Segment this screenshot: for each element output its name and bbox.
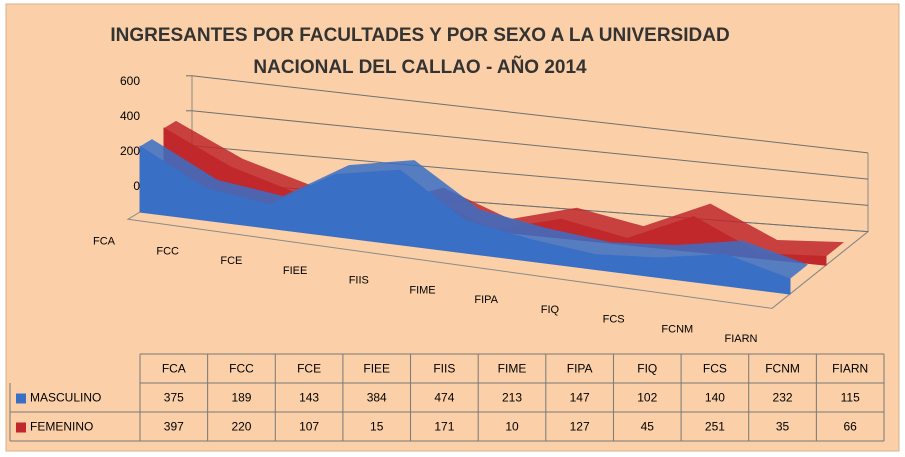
- y-tick-label: 200: [120, 144, 140, 158]
- table-header: FCA: [162, 362, 186, 376]
- legend-swatch: [16, 393, 26, 404]
- x-tick-label: FIME: [409, 284, 435, 296]
- table-cell: 35: [776, 420, 790, 434]
- x-tick-label: FIEE: [283, 265, 307, 277]
- y-tick-label: 600: [120, 74, 140, 88]
- x-tick-label: FCS: [603, 314, 625, 326]
- table-header: FCS: [703, 362, 727, 376]
- table-header: FIIS: [433, 362, 455, 376]
- table-cell: 220: [231, 420, 251, 434]
- table-cell: 115: [841, 391, 860, 405]
- table-cell: 232: [773, 391, 793, 405]
- table-cell: 384: [367, 391, 387, 405]
- table-header: FIARN: [832, 362, 868, 376]
- chart-title: NACIONAL DEL CALLAO - AÑO 2014: [253, 56, 587, 78]
- x-tick-label: FCE: [220, 255, 242, 267]
- table-header: FIME: [498, 362, 527, 376]
- table-cell: 171: [434, 420, 454, 434]
- table-header: FCC: [229, 362, 254, 376]
- x-tick-label: FIQ: [541, 304, 560, 316]
- x-tick-label: FCA: [93, 236, 116, 248]
- table-header: FIEE: [363, 362, 390, 376]
- table-cell: 45: [641, 420, 655, 434]
- table-header: FIQ: [637, 362, 657, 376]
- x-tick-label: FCNM: [661, 323, 693, 335]
- table-cell: 140: [705, 391, 725, 405]
- table-cell: 213: [502, 391, 522, 405]
- legend-label: MASCULINO: [30, 391, 101, 405]
- table-cell: 107: [299, 420, 319, 434]
- table-cell: 397: [164, 420, 184, 434]
- y-tick-label: 0: [133, 179, 140, 193]
- table-header: FCE: [297, 362, 321, 376]
- grid-line: [191, 110, 869, 180]
- legend-swatch: [16, 422, 26, 433]
- grid-line: [191, 75, 869, 154]
- table-cell: 251: [705, 420, 725, 434]
- table-cell: 147: [570, 391, 590, 405]
- area: [139, 145, 791, 295]
- table-cell: 15: [370, 420, 384, 434]
- table-cell: 66: [844, 420, 858, 434]
- grid-line: [191, 145, 869, 206]
- area-depth: [140, 139, 808, 279]
- table-cell: 474: [434, 391, 454, 405]
- table-header: FIPA: [567, 362, 593, 376]
- front-edge: [771, 231, 869, 309]
- table-cell: 143: [299, 391, 319, 405]
- table-cell: 102: [637, 391, 657, 405]
- table-header: FCNM: [765, 362, 800, 376]
- table-cell: 10: [505, 420, 519, 434]
- table-cell: 375: [164, 391, 184, 405]
- table-cell: 189: [231, 391, 251, 405]
- x-tick-label: FIARN: [725, 333, 758, 345]
- chart-title: INGRESANTES POR FACULTADES Y POR SEXO A …: [110, 25, 729, 46]
- table-cell: 127: [570, 420, 590, 434]
- x-tick-label: FCC: [156, 245, 179, 257]
- legend-label: FEMENINO: [30, 420, 93, 434]
- x-tick-label: FIIS: [349, 275, 369, 287]
- x-tick-label: FIPA: [474, 294, 498, 306]
- y-tick-label: 400: [120, 109, 140, 123]
